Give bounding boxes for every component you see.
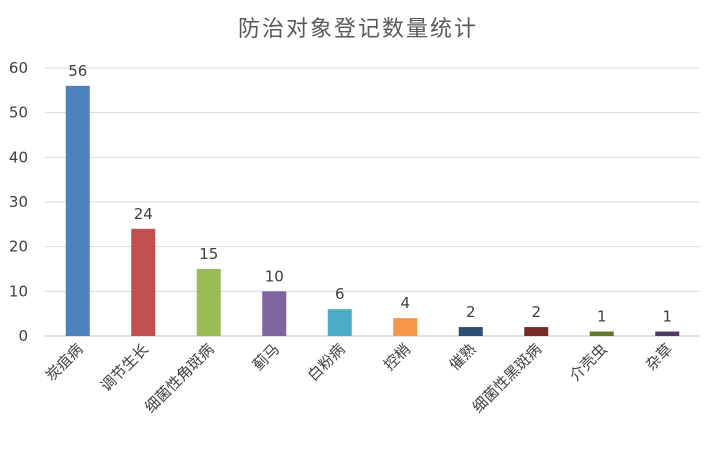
category-label: 细菌性黑斑病: [469, 340, 545, 416]
category-label: 细菌性角斑病: [141, 340, 217, 416]
data-label: 1: [662, 308, 672, 326]
data-label: 2: [466, 303, 476, 321]
bar: [655, 331, 680, 336]
category-label: 催熟: [446, 340, 480, 374]
bar: [393, 318, 418, 336]
data-label: 24: [134, 205, 153, 223]
category-label: 白粉病: [304, 340, 349, 385]
data-label: 2: [531, 303, 541, 321]
y-tick-label: 30: [9, 193, 28, 211]
y-tick-label: 60: [9, 59, 28, 77]
y-tick-label: 40: [9, 148, 28, 166]
data-label: 56: [68, 62, 87, 80]
bar: [458, 327, 483, 336]
y-tick-label: 0: [18, 327, 28, 345]
y-axis-ticks: 0 10 20 30 40 50 60: [9, 59, 28, 345]
category-label: 蓟马: [249, 340, 283, 374]
data-label: 10: [265, 267, 284, 285]
y-tick-label: 50: [9, 104, 28, 122]
bar: [65, 85, 90, 336]
data-label: 4: [400, 294, 410, 312]
data-label: 6: [335, 285, 345, 303]
category-label: 调节生长: [97, 340, 152, 395]
category-label: 杂草: [642, 340, 676, 374]
data-label: 1: [597, 308, 607, 326]
bar: [196, 269, 221, 336]
bar: [131, 228, 156, 336]
category-label: 炭疽病: [42, 340, 87, 385]
category-label: 控梢: [380, 340, 414, 374]
data-label: 15: [199, 245, 218, 263]
y-tick-label: 10: [9, 282, 28, 300]
bar: [327, 309, 352, 336]
bar: [262, 291, 287, 336]
data-labels: 56 24 15 10 6 4 2 2 1 1: [68, 62, 672, 326]
bars: [65, 85, 680, 336]
bar: [524, 327, 549, 336]
y-tick-label: 20: [9, 238, 28, 256]
category-label: 介壳虫: [566, 340, 611, 385]
chart-title: 防治对象登记数量统计: [238, 17, 478, 42]
bar: [589, 331, 614, 336]
